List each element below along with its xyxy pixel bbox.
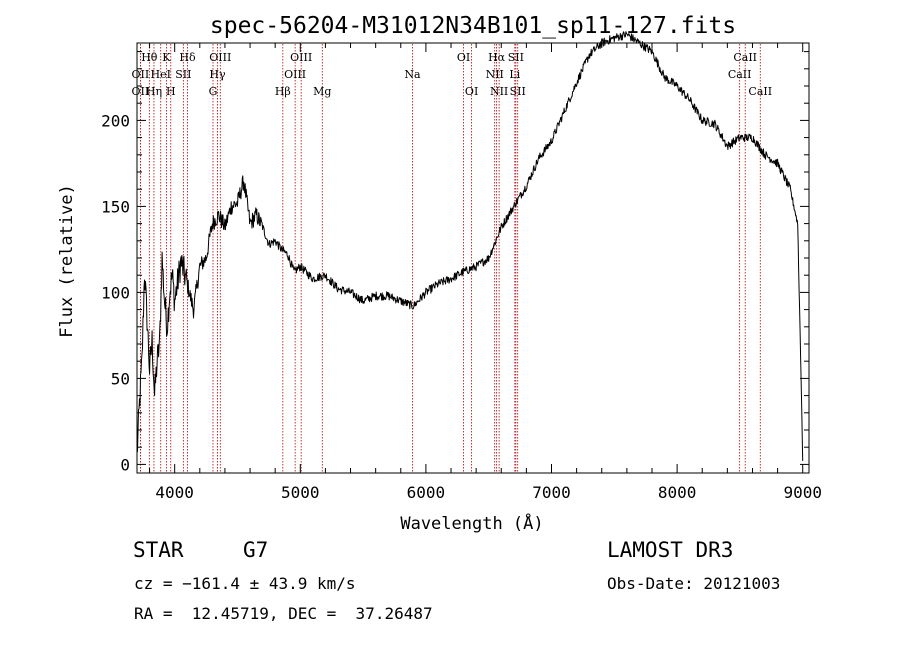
redshift-velocity: cz = −161.4 ± 43.9 km/s xyxy=(134,574,356,593)
y-tick-label: 50 xyxy=(111,369,130,388)
x-tick-label: 4000 xyxy=(155,483,194,502)
line-label: Hγ xyxy=(209,68,226,81)
y-tick-label: 100 xyxy=(101,283,130,302)
line-label: OI xyxy=(465,85,478,98)
y-axis-ticks: 0 50 100 150 200 xyxy=(101,51,809,474)
line-label: CaII xyxy=(748,85,772,98)
x-tick-label: 8000 xyxy=(658,483,697,502)
x-axis-label: Wavelength (Å) xyxy=(400,512,543,534)
ra-dec-coordinates: RA = 12.45719, DEC = 37.26487 xyxy=(134,604,433,623)
line-label: Hη xyxy=(146,85,162,98)
line-label: CaII xyxy=(728,68,752,81)
line-label: K xyxy=(162,51,171,64)
line-label: Hθ xyxy=(141,51,158,64)
line-label: G xyxy=(209,85,218,98)
line-label: OIII xyxy=(209,51,231,64)
line-markers-group xyxy=(139,44,761,472)
line-label: NII xyxy=(490,85,508,98)
y-tick-label: 150 xyxy=(101,197,130,216)
line-labels-group: Hθ OII OII K Hη HeI H SII Hδ OIII Hγ G Hβ OIII OIII Mg N… xyxy=(132,51,773,98)
x-tick-label: 5000 xyxy=(281,483,320,502)
x-tick-label: 7000 xyxy=(532,483,571,502)
line-label: Na xyxy=(404,68,421,81)
plot-frame xyxy=(136,42,810,474)
y-tick-label: 0 xyxy=(120,455,130,474)
line-label: SII xyxy=(510,85,526,98)
line-label: OIII xyxy=(290,51,312,64)
line-label: CaII xyxy=(733,51,757,64)
y-axis-label: Flux (relative) xyxy=(57,184,77,338)
line-label: SII xyxy=(175,68,191,81)
line-label: Hβ xyxy=(275,85,291,98)
observation-date: Obs-Date: 20121003 xyxy=(607,574,781,593)
spectrum-line xyxy=(136,31,804,462)
x-tick-label: 9000 xyxy=(783,483,822,502)
line-label: Li xyxy=(509,68,520,81)
line-label: OII xyxy=(132,85,150,98)
survey-label: LAMOST DR3 xyxy=(607,538,734,562)
line-label: Hα xyxy=(488,51,506,64)
line-label: OIII xyxy=(284,68,306,81)
x-axis-ticks: 4000 5000 6000 7000 8000 9000 xyxy=(149,43,822,502)
line-label: Hδ xyxy=(179,51,196,64)
line-label: HeI xyxy=(151,68,171,81)
chart-title: spec-56204-M31012N34B101_sp11-127.fits xyxy=(210,13,736,39)
line-label: OII xyxy=(132,68,150,81)
y-tick-label: 200 xyxy=(101,111,130,130)
line-label: NII xyxy=(486,68,504,81)
object-subclass: G7 xyxy=(243,538,269,562)
x-tick-label: 6000 xyxy=(407,483,446,502)
object-class: STAR xyxy=(133,538,184,562)
line-label: SII xyxy=(508,51,524,64)
line-label: H xyxy=(166,85,176,98)
line-label: Mg xyxy=(313,85,331,98)
line-label: OI xyxy=(457,51,470,64)
